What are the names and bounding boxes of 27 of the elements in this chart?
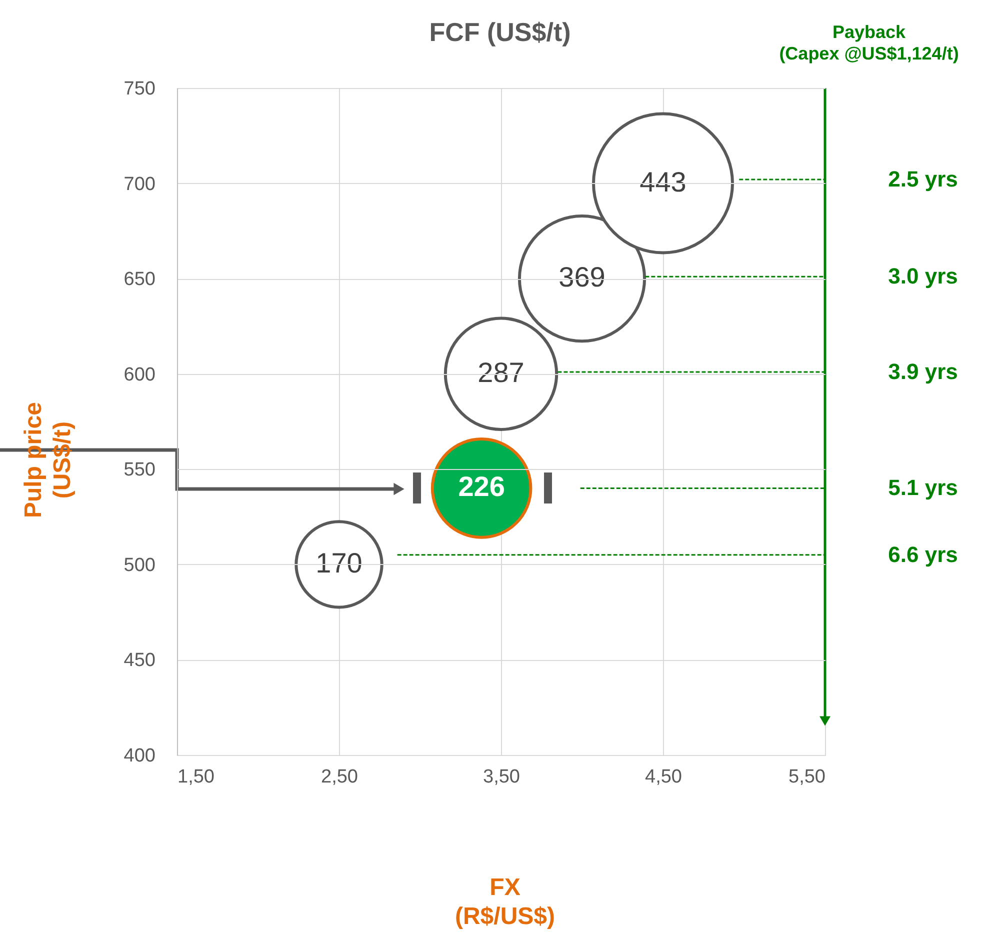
x-tick-label: 5,50 xyxy=(788,766,826,788)
y-tick-label: 700 xyxy=(124,174,156,195)
chart-title: FCF (US$/t) xyxy=(429,17,571,47)
y-tick-label: 500 xyxy=(124,554,156,576)
annotation: 170 xyxy=(316,547,362,578)
y-tick-label: 750 xyxy=(124,78,156,100)
text: 3.0 yrs xyxy=(888,264,958,289)
y-tick-label: 600 xyxy=(124,364,156,386)
text: 3.9 yrs xyxy=(888,358,958,384)
text: 2.5 yrs xyxy=(888,166,958,192)
text: 6.6 yrs xyxy=(888,542,958,567)
annotation: 443 xyxy=(640,166,686,198)
annotation: 226 xyxy=(458,471,505,502)
y-tick-label: 650 xyxy=(124,269,156,290)
text: Payback (Capex @US$1,124/t) xyxy=(779,22,959,64)
text: 5.1 yrs xyxy=(888,475,958,500)
annotation: 287 xyxy=(478,356,524,388)
x-tick-label: 4,50 xyxy=(645,766,682,788)
x-tick-label: 2,50 xyxy=(321,766,358,788)
y-tick-label: 400 xyxy=(124,746,156,766)
y-axis-title: Pulp price (US$/t) xyxy=(20,402,76,518)
x-tick-label: 1,50 xyxy=(178,766,214,788)
x-axis-title: FX (R$/US$) xyxy=(454,874,556,930)
y-tick-label: 450 xyxy=(124,650,156,672)
x-tick-label: 3,50 xyxy=(483,766,520,788)
annotation: 369 xyxy=(558,262,606,293)
y-tick-label: 550 xyxy=(124,460,156,481)
